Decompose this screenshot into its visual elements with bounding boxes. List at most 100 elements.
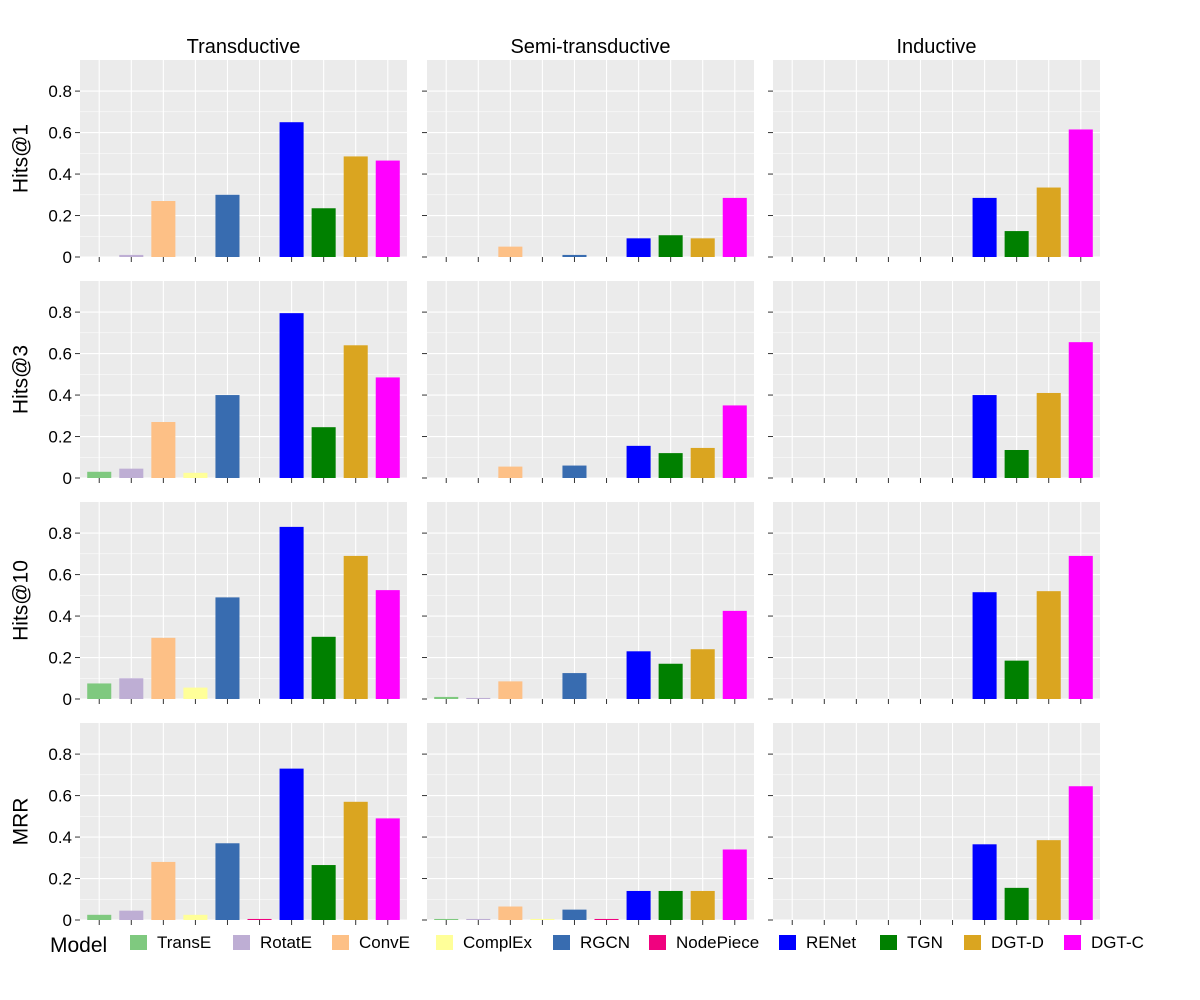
- bar-renet-hits-3-inductive: [972, 395, 997, 478]
- bar-tgn-hits-1-inductive: [1004, 231, 1029, 257]
- bar-transe-hits-3-transductive: [87, 471, 112, 478]
- bar-transe-mrr-semi-transductive: [434, 918, 459, 920]
- bar-renet-hits-10-inductive: [972, 592, 997, 699]
- y-tick-label: 0: [63, 469, 72, 488]
- legend-label-rotate: RotatE: [260, 933, 312, 952]
- bar-rgcn-mrr-semi-transductive: [562, 909, 587, 920]
- bar-rgcn-hits-10-semi-transductive: [562, 673, 587, 699]
- bar-conve-hits-10-semi-transductive: [498, 681, 523, 699]
- legend-swatch-rotate: [233, 935, 250, 950]
- y-tick-label: 0.2: [48, 206, 72, 225]
- y-tick-label: 0.4: [48, 165, 72, 184]
- bar-renet-mrr-transductive: [279, 768, 304, 920]
- bar-dgt-d-hits-3-semi-transductive: [690, 447, 715, 478]
- bar-rotate-mrr-transductive: [119, 910, 144, 920]
- y-tick-label: 0.8: [48, 524, 72, 543]
- legend-item-rgcn: RGCN: [553, 933, 630, 952]
- panel-mrr-semi-transductive: [422, 723, 754, 925]
- legend-swatch-complex: [436, 935, 453, 950]
- bar-rgcn-hits-1-semi-transductive: [562, 254, 587, 257]
- bar-tgn-hits-3-inductive: [1004, 450, 1029, 478]
- bar-tgn-hits-10-inductive: [1004, 660, 1029, 699]
- panel-background: [427, 723, 754, 920]
- panel-background: [427, 281, 754, 478]
- bar-dgt-c-hits-3-transductive: [375, 377, 400, 478]
- bar-tgn-hits-3-semi-transductive: [658, 453, 683, 478]
- bar-rgcn-hits-1-transductive: [215, 194, 240, 257]
- bar-renet-mrr-inductive: [972, 844, 997, 920]
- legend-swatch-rgcn: [553, 935, 570, 950]
- y-tick-label: 0.6: [48, 124, 72, 143]
- y-tick-label: 0.6: [48, 787, 72, 806]
- bar-nodepiece-mrr-semi-transductive: [594, 918, 619, 920]
- bar-renet-hits-1-transductive: [279, 122, 304, 257]
- bar-tgn-mrr-transductive: [311, 865, 336, 920]
- bar-conve-hits-1-semi-transductive: [498, 246, 523, 257]
- legend-item-transe: TransE: [130, 933, 211, 952]
- bar-dgt-d-hits-3-transductive: [343, 345, 368, 478]
- y-tick-label: 0: [63, 690, 72, 709]
- panel-mrr-inductive: [768, 723, 1100, 925]
- panel-hits-10-semi-transductive: [422, 502, 754, 704]
- bar-rotate-hits-10-semi-transductive: [466, 697, 491, 699]
- legend-title: Model: [50, 934, 107, 957]
- bar-nodepiece-mrr-transductive: [247, 918, 272, 920]
- bar-rgcn-hits-3-transductive: [215, 395, 240, 478]
- legend-swatch-transe: [130, 935, 147, 950]
- bar-transe-hits-10-transductive: [87, 683, 112, 699]
- bar-conve-hits-3-transductive: [151, 422, 176, 478]
- legend-item-dgt-d: DGT-D: [964, 933, 1044, 952]
- bar-conve-mrr-transductive: [151, 861, 176, 920]
- facet-title-semi-transductive: Semi-transductive: [510, 36, 670, 58]
- bar-rgcn-mrr-transductive: [215, 843, 240, 920]
- panel-hits-1-transductive: 0 0.2 0.4 0.6 0.8: [48, 60, 407, 267]
- y-tick-label: 0.4: [48, 828, 72, 847]
- y-tick-label: 0: [63, 248, 72, 267]
- row-label-mrr: MRR: [9, 798, 32, 846]
- legend-label-dgt-c: DGT-C: [1091, 933, 1144, 952]
- bar-tgn-hits-3-transductive: [311, 427, 336, 478]
- panel-hits-3-semi-transductive: [422, 281, 754, 483]
- bar-rgcn-hits-10-transductive: [215, 597, 240, 699]
- bar-tgn-mrr-semi-transductive: [658, 890, 683, 920]
- legend-item-tgn: TGN: [880, 933, 943, 952]
- y-tick-label: 0.6: [48, 566, 72, 585]
- legend-swatch-renet: [779, 935, 796, 950]
- panel-hits-3-transductive: 0 0.2 0.4 0.6 0.8: [48, 281, 407, 488]
- y-tick-label: 0: [63, 911, 72, 930]
- bar-dgt-d-hits-10-semi-transductive: [690, 649, 715, 699]
- bar-renet-hits-1-inductive: [972, 197, 997, 257]
- bar-tgn-mrr-inductive: [1004, 887, 1029, 920]
- bar-renet-hits-10-semi-transductive: [626, 651, 651, 699]
- legend-swatch-nodepiece: [649, 935, 666, 950]
- legend-item-renet: RENet: [779, 933, 856, 952]
- bar-conve-hits-10-transductive: [151, 637, 176, 699]
- bar-dgt-d-hits-10-transductive: [343, 555, 368, 699]
- bar-tgn-hits-1-semi-transductive: [658, 235, 683, 257]
- bar-dgt-c-hits-1-semi-transductive: [722, 197, 747, 257]
- bar-rotate-hits-10-transductive: [119, 678, 144, 699]
- legend-item-rotate: RotatE: [233, 933, 312, 952]
- bar-renet-hits-1-semi-transductive: [626, 238, 651, 257]
- bar-dgt-d-hits-1-semi-transductive: [690, 238, 715, 257]
- bar-dgt-c-hits-3-inductive: [1068, 342, 1093, 478]
- y-tick-label: 0.4: [48, 607, 72, 626]
- bar-dgt-d-mrr-inductive: [1036, 840, 1061, 920]
- panel-hits-10-transductive: 0 0.2 0.4 0.6 0.8: [48, 502, 407, 709]
- bar-dgt-d-mrr-transductive: [343, 801, 368, 920]
- legend-swatch-conve: [332, 935, 349, 950]
- row-label-hits-1: Hits@1: [9, 124, 32, 193]
- bar-dgt-c-hits-1-inductive: [1068, 129, 1093, 257]
- bar-dgt-c-hits-10-transductive: [375, 590, 400, 699]
- bar-dgt-d-mrr-semi-transductive: [690, 890, 715, 920]
- facet-title-transductive: Transductive: [187, 36, 301, 58]
- bar-complex-mrr-semi-transductive: [530, 918, 555, 920]
- y-tick-label: 0.8: [48, 745, 72, 764]
- bar-tgn-hits-10-semi-transductive: [658, 663, 683, 699]
- y-tick-label: 0.8: [48, 303, 72, 322]
- legend-label-conve: ConvE: [359, 933, 410, 952]
- bar-rotate-mrr-semi-transductive: [466, 918, 491, 920]
- bar-tgn-hits-1-transductive: [311, 208, 336, 257]
- bar-dgt-c-hits-10-semi-transductive: [722, 610, 747, 699]
